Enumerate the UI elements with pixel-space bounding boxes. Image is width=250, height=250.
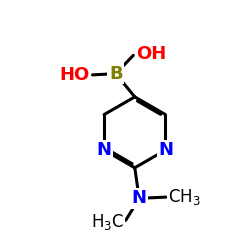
Text: N: N (132, 189, 147, 207)
Text: OH: OH (136, 45, 166, 63)
Text: HO: HO (59, 66, 90, 84)
Text: H$_3$C: H$_3$C (90, 212, 124, 232)
Text: N: N (96, 141, 112, 159)
Text: CH$_3$: CH$_3$ (168, 187, 201, 207)
Text: B: B (109, 65, 122, 83)
Text: N: N (158, 141, 173, 159)
